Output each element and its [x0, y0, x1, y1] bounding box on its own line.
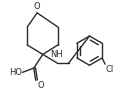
Text: NH: NH: [51, 50, 63, 59]
Text: Cl: Cl: [105, 65, 114, 74]
Text: HO: HO: [9, 68, 22, 77]
Text: O: O: [37, 81, 44, 90]
Text: O: O: [34, 2, 40, 11]
